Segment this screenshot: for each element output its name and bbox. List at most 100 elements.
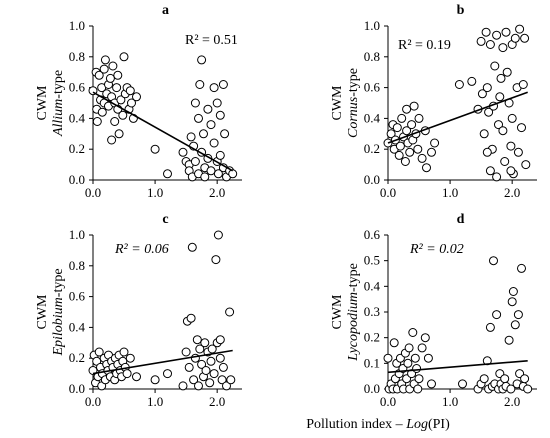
data-point [414, 374, 424, 384]
data-point [507, 113, 517, 123]
x-tick-label: 0.0 [85, 394, 101, 409]
r-squared-label: R² = 0.19 [398, 38, 451, 53]
y-tick-label: 0.4 [364, 110, 381, 125]
trend-line [92, 91, 234, 172]
data-point [178, 381, 188, 391]
data-point [489, 256, 498, 266]
data-point [194, 113, 203, 123]
data-point [408, 328, 418, 337]
data-point [482, 147, 492, 157]
data-point [481, 27, 491, 37]
data-point [414, 113, 424, 123]
y-tick-label: 0.0 [69, 381, 85, 396]
y-tick-label: 0.2 [69, 141, 85, 156]
data-point [484, 107, 494, 117]
r-squared-label: R² = 0.02 [409, 242, 464, 257]
y-axis-label-taxon: Allium-type [51, 70, 66, 137]
data-point [195, 344, 205, 354]
data-point [467, 76, 477, 86]
data-point [222, 381, 231, 391]
data-point [422, 163, 431, 173]
data-point [518, 80, 528, 89]
x-tick-label: 2.0 [209, 185, 225, 200]
x-tick-label: 2.0 [209, 394, 225, 409]
data-point [203, 104, 213, 114]
y-tick-label: 1.0 [69, 18, 85, 33]
data-point [150, 375, 160, 385]
x-tick-label: 2.0 [504, 394, 520, 409]
data-point [94, 70, 104, 80]
data-point [97, 107, 107, 117]
data-point [513, 147, 523, 157]
data-point [404, 343, 414, 353]
data-point [507, 297, 517, 307]
y-axis-label-cwm: CWM [35, 85, 50, 121]
data-point [395, 141, 405, 151]
data-point [206, 166, 216, 176]
data-point [407, 120, 417, 130]
data-point [403, 358, 413, 368]
data-point [184, 362, 194, 372]
data-point [402, 104, 412, 114]
data-point [190, 98, 200, 108]
data-point [482, 83, 492, 93]
y-axis-label-cwm: CWM [35, 294, 50, 330]
data-point [479, 374, 489, 384]
y-tick-label: 0.3 [364, 304, 380, 319]
y-tick-label: 0.8 [364, 49, 380, 64]
data-point [502, 67, 512, 77]
x-tick-label: 1.0 [147, 185, 163, 200]
data-point [427, 379, 436, 389]
data-point [107, 135, 117, 145]
data-point [132, 92, 141, 102]
data-point [113, 70, 123, 80]
data-point [114, 129, 124, 139]
data-point [119, 347, 129, 357]
data-point [508, 287, 518, 296]
panel-label: a [162, 3, 169, 18]
data-point [201, 366, 211, 375]
data-point [132, 372, 141, 382]
data-point [504, 335, 514, 345]
data-point [108, 61, 118, 71]
data-point [105, 73, 115, 83]
y-tick-label: 0.6 [69, 289, 86, 304]
data-point [517, 123, 526, 133]
data-point [199, 129, 208, 139]
data-point [417, 343, 427, 353]
x-tick-label: 1.0 [442, 185, 458, 200]
panel-label: c [162, 212, 168, 227]
y-tick-label: 0.0 [69, 172, 85, 187]
data-point [506, 384, 516, 394]
data-point [506, 166, 516, 176]
data-point [209, 369, 219, 379]
data-point [213, 230, 223, 240]
y-tick-label: 1.0 [364, 18, 380, 33]
data-point [225, 307, 235, 317]
data-point [498, 126, 508, 136]
data-point [454, 80, 464, 89]
data-point [92, 117, 102, 126]
data-point [495, 92, 505, 102]
data-point [477, 89, 487, 99]
data-point [409, 101, 419, 111]
data-point [494, 120, 503, 130]
data-point [423, 353, 433, 363]
trend-line [387, 359, 528, 374]
data-point [226, 375, 236, 385]
x-tick-label: 0.0 [380, 185, 396, 200]
data-point [189, 375, 199, 385]
data-point [389, 338, 399, 348]
data-point [515, 24, 525, 34]
data-point [420, 333, 430, 343]
data-point [392, 123, 402, 133]
data-point [492, 172, 502, 182]
data-point [506, 141, 516, 151]
data-point [200, 172, 210, 182]
data-point [112, 83, 122, 93]
y-axis-label-taxon: Epilobium-type [51, 268, 66, 356]
data-point [195, 80, 205, 89]
x-tick-label: 0.0 [380, 394, 396, 409]
trend-line [387, 91, 528, 144]
